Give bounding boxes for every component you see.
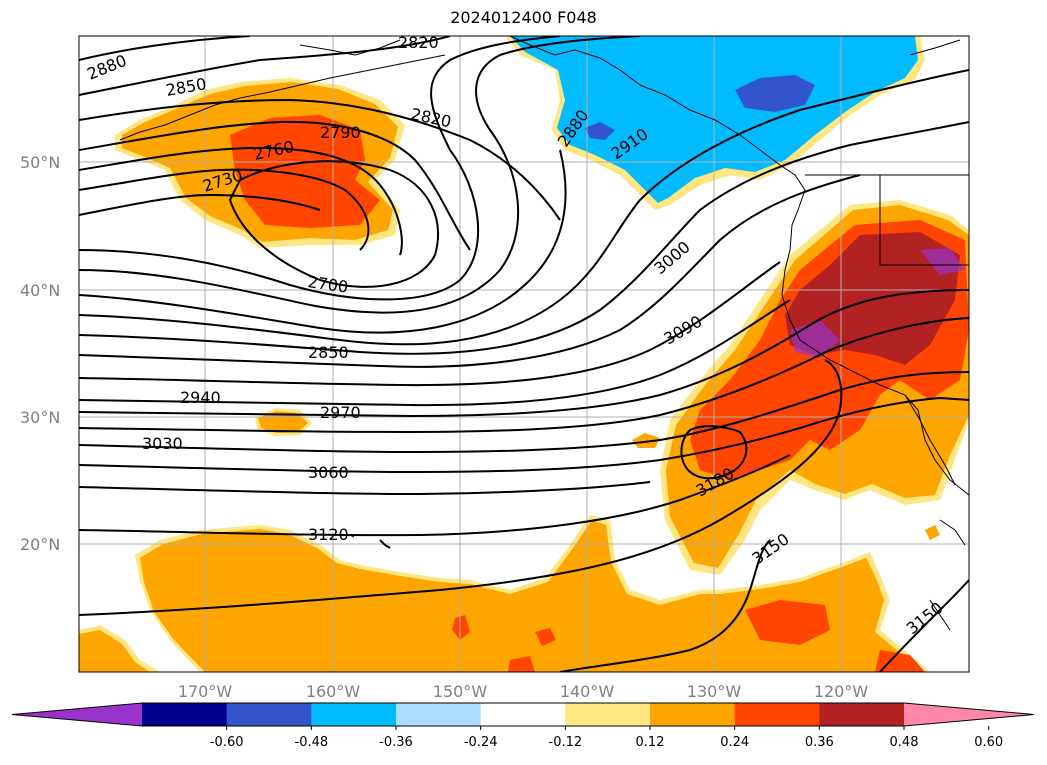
map-frame — [78, 35, 970, 673]
contour-label: 2970 — [320, 403, 361, 422]
colorbar-tick-label: -0.60 — [210, 735, 244, 750]
colorbar-tick-label: 0.60 — [974, 735, 1003, 750]
contour-label: 3060 — [308, 463, 349, 482]
colorbar-tick-label: 0.12 — [636, 735, 665, 750]
colorbar-box — [142, 703, 228, 726]
latitude-labels: 50°N 40°N 30°N 20°N — [20, 153, 60, 554]
coastlines — [119, 36, 969, 631]
contour-label: 3120 — [308, 525, 349, 544]
colorbar-box — [480, 703, 566, 726]
lon-label-170w: 170°W — [178, 682, 233, 701]
lon-label-120w: 120°W — [814, 682, 869, 701]
contour-label: 3030 — [142, 434, 183, 453]
colorbar-tick-label: 0.36 — [805, 735, 834, 750]
lat-label-40n: 40°N — [20, 281, 60, 300]
colorbar-box — [650, 703, 736, 726]
colorbar-box — [311, 703, 397, 726]
colorbar-box — [734, 703, 820, 726]
colorbar-tick-label: -0.12 — [549, 735, 583, 750]
colorbar-box — [819, 703, 905, 726]
lon-label-140w: 140°W — [560, 682, 615, 701]
lat-label-30n: 30°N — [20, 408, 60, 427]
lat-label-50n: 50°N — [20, 153, 60, 172]
colorbar-box — [396, 703, 482, 726]
lon-label-150w: 150°W — [433, 682, 488, 701]
positive-anomaly-tropics — [79, 515, 930, 672]
colorbar-tick-label: 0.24 — [720, 735, 749, 750]
colorbar: -0.60 -0.48 -0.36 -0.24 -0.12 0.12 0.24 0.36 0.4… — [11, 702, 1035, 750]
map-title: 2024012400 F048 — [450, 8, 597, 27]
contour-label: 2940 — [180, 388, 221, 407]
colorbar-outline — [11, 702, 1035, 727]
colorbar-tick-label: -0.48 — [295, 735, 329, 750]
lon-label-130w: 130°W — [687, 682, 742, 701]
colorbar-extension-low — [12, 703, 142, 726]
gridlines — [79, 36, 969, 672]
colorbar-extension-high — [904, 703, 1034, 726]
contour-label: 2790 — [320, 123, 361, 142]
map-field — [79, 36, 969, 672]
colorbar-tick-label: 0.48 — [890, 735, 919, 750]
contour-label: 2820 — [398, 33, 439, 52]
colorbar-tick-label: -0.36 — [379, 735, 413, 750]
lon-label-160w: 160°W — [306, 682, 361, 701]
contour-label: 2850 — [308, 343, 349, 362]
colorbar-box — [565, 703, 651, 726]
height-contours — [79, 36, 969, 672]
longitude-labels: 170°W 160°W 150°W 140°W 130°W 120°W — [178, 682, 869, 701]
lat-label-20n: 20°N — [20, 535, 60, 554]
colorbar-tick-label: -0.24 — [464, 735, 498, 750]
colorbar-box — [226, 703, 312, 726]
